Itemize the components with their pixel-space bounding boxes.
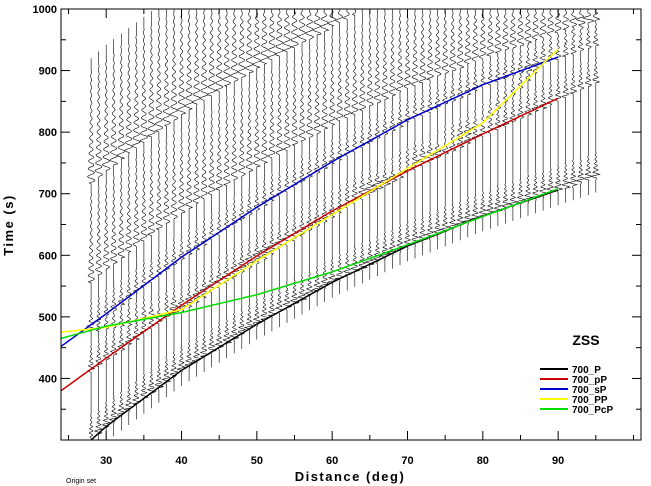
x-tick-label: 80 bbox=[477, 455, 489, 467]
seismogram-trace-62 bbox=[342, 8, 352, 291]
x-tick-label: 30 bbox=[100, 455, 112, 467]
curve-700-sp bbox=[60, 56, 559, 348]
legend-label: 700_pP bbox=[572, 375, 607, 386]
seismogram-trace-42 bbox=[191, 8, 202, 377]
seismogram-trace-91 bbox=[561, 8, 571, 203]
seismogram-trace-38 bbox=[161, 9, 171, 397]
seismogram-trace-41 bbox=[184, 9, 195, 382]
seismogram-trace-67 bbox=[379, 9, 392, 273]
curve-700-pp bbox=[60, 97, 559, 392]
seismogram-trace-79 bbox=[470, 8, 481, 235]
seismogram-trace-88 bbox=[538, 8, 548, 211]
seismogram-trace-71 bbox=[410, 8, 421, 259]
seismogram-trace-80 bbox=[478, 8, 487, 232]
panel-title: ZSS bbox=[572, 332, 599, 348]
origin-set-note: Origin set bbox=[66, 478, 96, 485]
legend-label: 700_PcP bbox=[572, 405, 613, 416]
y-tick-label: 1000 bbox=[33, 4, 57, 16]
y-tick-label: 400 bbox=[39, 373, 57, 385]
seismogram-trace-70 bbox=[403, 9, 412, 262]
seismogram-trace-35 bbox=[139, 16, 149, 414]
seismogram-trace-50 bbox=[252, 8, 264, 340]
seismogram-trace-72 bbox=[417, 8, 429, 256]
y-tick-label: 700 bbox=[39, 189, 57, 201]
seismogram-trace-75 bbox=[441, 9, 450, 247]
seismogram-trace-93 bbox=[575, 8, 586, 198]
x-tick-label: 50 bbox=[251, 455, 263, 467]
seismogram-trace-46 bbox=[222, 8, 233, 359]
seismogram-trace-31 bbox=[109, 39, 119, 437]
curve-700-pp bbox=[60, 48, 559, 334]
seismogram-trace-54 bbox=[281, 9, 293, 323]
curve-700-pcp bbox=[60, 188, 559, 340]
seismogram-trace-32 bbox=[116, 33, 126, 431]
seismogram-trace-90 bbox=[553, 8, 563, 206]
seismogram-trace-48 bbox=[237, 8, 247, 349]
seismogram-trace-37 bbox=[154, 9, 164, 403]
seismogram-trace-68 bbox=[387, 9, 398, 269]
seismogram-trace-44 bbox=[206, 9, 217, 368]
seismogram-trace-69 bbox=[395, 9, 406, 266]
seismogram-trace-52 bbox=[267, 8, 278, 332]
seismogram-trace-92 bbox=[568, 8, 578, 201]
seismogram-trace-36 bbox=[146, 11, 157, 409]
seismogram-trace-61 bbox=[335, 8, 345, 295]
seismogram-trace-66 bbox=[372, 9, 385, 276]
x-axis-title: Distance (deg) bbox=[295, 469, 406, 484]
seismogram-trace-86 bbox=[523, 8, 533, 216]
seismogram-trace-94 bbox=[582, 8, 595, 196]
seismogram-traces bbox=[86, 8, 601, 441]
travel-time-curves bbox=[60, 48, 559, 441]
legend-label: 700_P bbox=[572, 365, 601, 376]
seismogram-trace-58 bbox=[311, 8, 322, 307]
y-tick-label: 600 bbox=[39, 250, 57, 262]
y-axis-title: Time (s) bbox=[1, 194, 16, 256]
x-tick-label: 90 bbox=[552, 455, 564, 467]
seismogram-trace-59 bbox=[319, 8, 330, 302]
seismogram-trace-85 bbox=[515, 8, 525, 219]
seismogram-trace-40 bbox=[176, 9, 187, 386]
seismogram-trace-43 bbox=[199, 8, 210, 372]
seismogram-trace-53 bbox=[274, 8, 285, 328]
seismogram-trace-47 bbox=[229, 8, 240, 354]
seismogram-trace-78 bbox=[463, 9, 473, 238]
seismogram-trace-95 bbox=[590, 8, 601, 193]
legend-label: 700_sP bbox=[572, 385, 607, 396]
seismogram-trace-87 bbox=[530, 8, 541, 214]
y-tick-label: 900 bbox=[39, 66, 57, 78]
legend-label: 700_PP bbox=[572, 395, 608, 406]
seismogram-trace-60 bbox=[326, 9, 337, 298]
y-tick-label: 800 bbox=[39, 127, 57, 139]
seismogram-trace-33 bbox=[123, 27, 134, 425]
seismogram-trace-39 bbox=[169, 9, 180, 392]
seismogram-trace-49 bbox=[243, 8, 255, 345]
seismogram-trace-30 bbox=[101, 44, 111, 440]
x-axis: 30 40 50 60 70 80 90 bbox=[68, 9, 634, 467]
seismogram-trace-51 bbox=[259, 8, 270, 336]
seismogram-trace-65 bbox=[364, 9, 377, 280]
seismogram-trace-84 bbox=[507, 8, 517, 221]
seismogram-trace-83 bbox=[500, 8, 510, 224]
seismogram-trace-28 bbox=[86, 58, 96, 441]
seismogram-trace-74 bbox=[432, 8, 443, 250]
seismogram-trace-82 bbox=[494, 8, 503, 227]
x-tick-label: 70 bbox=[401, 455, 413, 467]
seismogram-trace-34 bbox=[132, 22, 142, 420]
x-tick-label: 60 bbox=[326, 455, 338, 467]
seismogram-trace-57 bbox=[304, 8, 314, 311]
seismogram-trace-81 bbox=[485, 8, 496, 229]
y-axis: 400 500 600 700 800 900 1000 bbox=[33, 4, 641, 441]
seismogram-trace-89 bbox=[546, 8, 556, 208]
y-tick-label: 500 bbox=[39, 312, 57, 324]
seismogram-trace-29 bbox=[93, 51, 104, 440]
seismogram-trace-55 bbox=[289, 8, 300, 319]
seismogram-trace-73 bbox=[423, 8, 435, 253]
x-tick-label: 40 bbox=[175, 455, 187, 467]
seismogram-trace-76 bbox=[447, 8, 457, 244]
seismogram-trace-56 bbox=[297, 8, 308, 315]
seismogram-trace-77 bbox=[455, 8, 465, 241]
